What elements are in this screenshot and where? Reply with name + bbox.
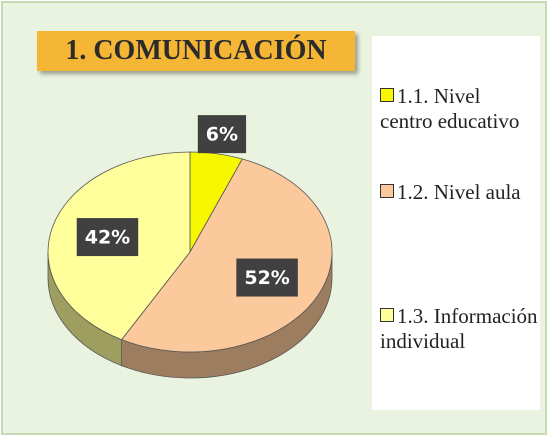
legend-swatch (380, 308, 394, 322)
legend-entry: 1.2. Nivel aula (380, 180, 538, 205)
data-label-box (76, 218, 139, 257)
data-label-box (197, 115, 247, 154)
data-label: 42% (85, 227, 130, 249)
data-label: 6% (206, 124, 238, 146)
legend-label: 1.2. Nivel aula (397, 180, 521, 204)
legend-label: 1.3. Información individual (380, 304, 538, 353)
legend-swatch (380, 88, 394, 102)
slice-top (120, 158, 333, 353)
chart-title: 1. COMUNICACIÓN (37, 31, 355, 71)
legend-swatch (380, 184, 394, 198)
slice (120, 158, 333, 379)
legend-entry: 1.1. Nivel centro educativo (380, 84, 538, 134)
legend-entry: 1.3. Información individual (380, 304, 538, 354)
data-label-box (236, 258, 298, 297)
legend-label: 1.1. Nivel centro educativo (380, 84, 520, 133)
legend: 1.1. Nivel centro educativo 1.2. Nivel au… (372, 36, 540, 410)
data-label: 52% (244, 267, 289, 289)
